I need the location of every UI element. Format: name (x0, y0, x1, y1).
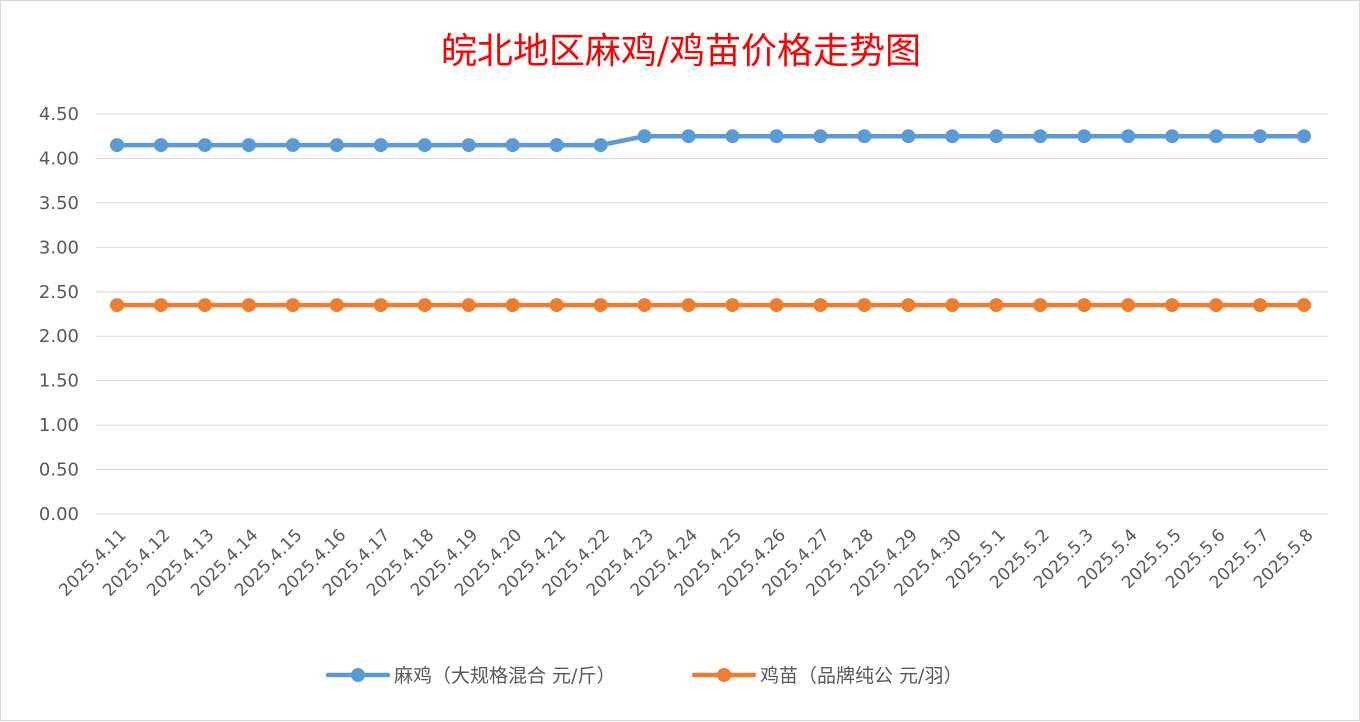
data-point (373, 298, 388, 313)
gridlines (96, 113, 1328, 515)
data-point (1121, 129, 1136, 144)
data-point (153, 138, 168, 153)
data-point (417, 138, 432, 153)
data-point (901, 298, 916, 313)
data-point (1297, 129, 1311, 144)
data-point (241, 298, 256, 313)
y-tick-label: 2.50 (39, 282, 79, 303)
data-point (549, 138, 564, 153)
y-tick-label: 1.50 (39, 371, 79, 392)
data-point (285, 138, 300, 153)
y-tick-label: 4.50 (39, 104, 79, 125)
data-point (197, 138, 212, 153)
y-tick-label: 0.50 (39, 460, 79, 481)
data-point (989, 129, 1004, 144)
data-point (110, 138, 124, 153)
series-line-1 (114, 133, 1307, 148)
data-point (461, 298, 476, 313)
legend: 麻鸡（大规格混合 元/斤） 鸡苗（品牌纯公 元/羽） (325, 665, 962, 687)
data-point (1209, 129, 1224, 144)
y-tick-label: 3.00 (39, 237, 79, 258)
data-point (1077, 298, 1092, 313)
y-tick-label: 4.00 (39, 148, 79, 169)
data-point (725, 298, 740, 313)
data-point (1033, 298, 1048, 313)
data-point (197, 298, 212, 313)
data-point (1077, 129, 1092, 144)
data-point (549, 298, 564, 313)
data-point (681, 129, 696, 144)
data-point (1165, 129, 1180, 144)
y-tick-label: 1.00 (39, 415, 79, 436)
data-point (1121, 298, 1136, 313)
y-tick-label: 2.00 (39, 326, 79, 347)
chart-title: 皖北地区麻鸡/鸡苗价格走势图 (441, 31, 921, 72)
data-point (637, 298, 652, 313)
data-point (329, 298, 344, 313)
data-point (505, 298, 520, 313)
data-point (989, 298, 1004, 313)
legend-label: 麻鸡（大规格混合 元/斤） (394, 665, 615, 687)
data-point (813, 298, 828, 313)
legend-marker (717, 668, 731, 682)
data-point (813, 129, 828, 144)
data-point (417, 298, 432, 313)
data-point (945, 298, 960, 313)
data-point (769, 298, 784, 313)
legend-label: 鸡苗（品牌纯公 元/羽） (760, 665, 962, 687)
data-point (329, 138, 344, 153)
data-point (637, 129, 652, 144)
data-point (373, 138, 388, 153)
data-point (1297, 298, 1311, 313)
data-point (1033, 129, 1048, 144)
data-point (1253, 129, 1268, 144)
y-tick-label: 0.00 (39, 504, 79, 525)
data-point (505, 138, 520, 153)
data-point (857, 298, 872, 313)
data-point (593, 138, 608, 153)
legend-marker (351, 668, 365, 682)
series-lines (110, 129, 1311, 313)
data-point (110, 298, 124, 313)
data-point (681, 298, 696, 313)
data-point (945, 129, 960, 144)
data-point (285, 298, 300, 313)
data-point (1253, 298, 1268, 313)
data-point (725, 129, 740, 144)
data-point (1165, 298, 1180, 313)
data-point (593, 298, 608, 313)
data-point (461, 138, 476, 153)
x-axis-ticks: 2025.4.112025.4.122025.4.132025.4.142025… (55, 525, 1317, 600)
data-point (769, 129, 784, 144)
data-point (241, 138, 256, 153)
y-axis-ticks: 0.00 0.50 1.00 1.50 2.00 2.50 3.00 3.50 4.00 4.50 (39, 104, 79, 525)
y-tick-label: 3.50 (39, 193, 79, 214)
data-point (901, 129, 916, 144)
data-point (153, 298, 168, 313)
data-point (857, 129, 872, 144)
data-point (1209, 298, 1224, 313)
